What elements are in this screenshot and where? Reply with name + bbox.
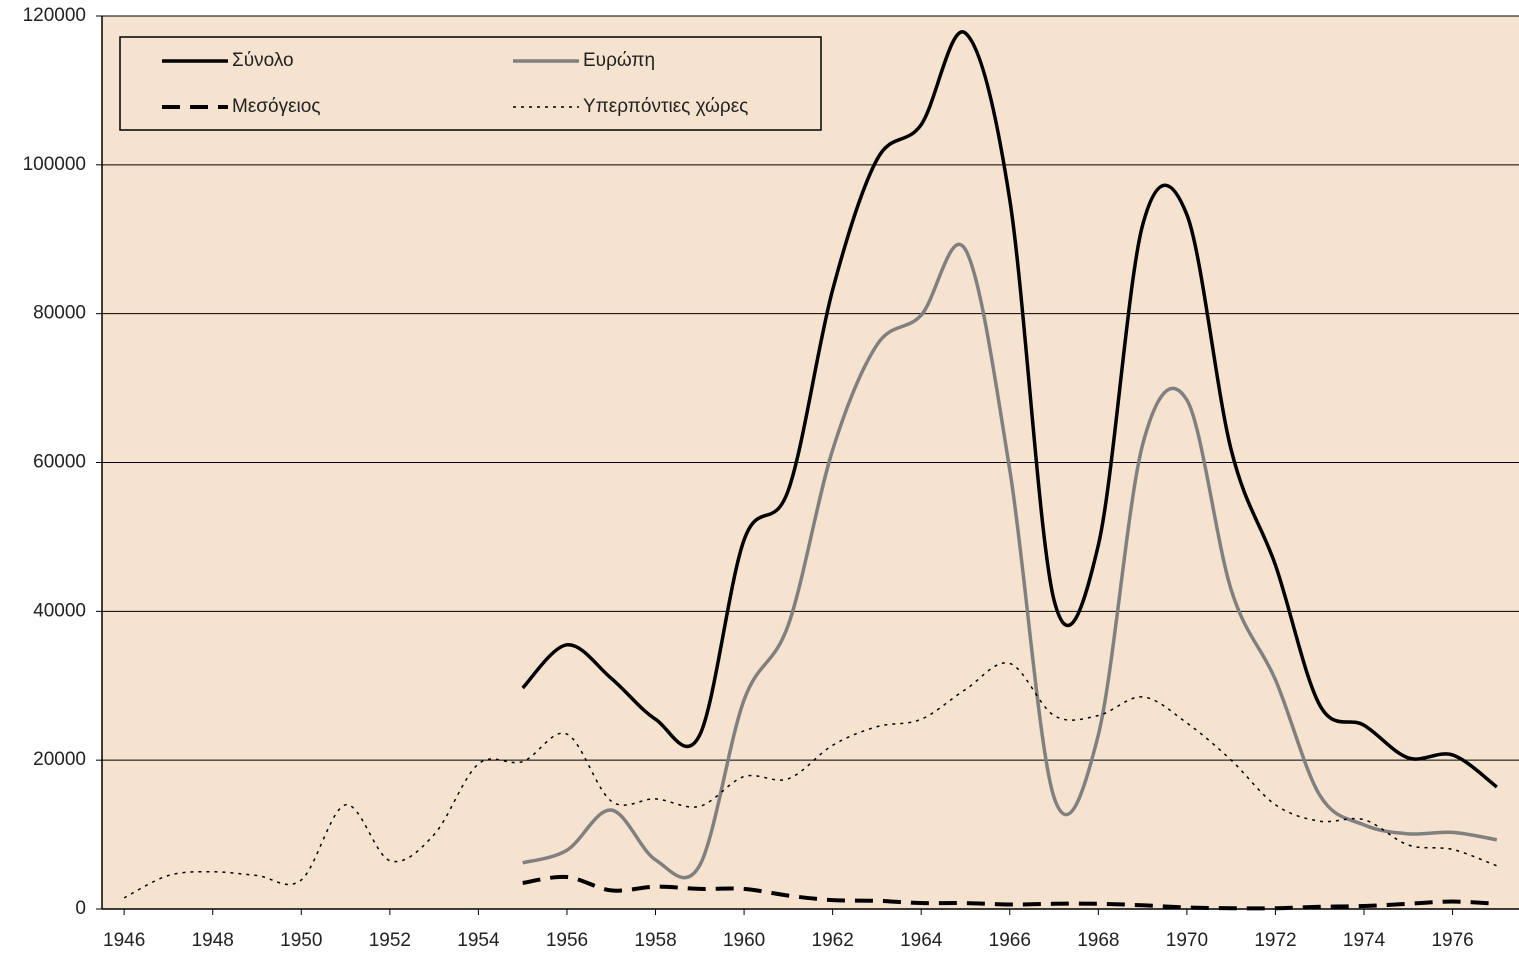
series-line [522, 874, 1497, 911]
x-tick-label: 1958 [634, 930, 676, 951]
x-tick-label: 1964 [900, 930, 943, 951]
x-tick-label: 1974 [1343, 930, 1386, 951]
legend-label: Μεσόγειος [232, 96, 321, 117]
x-tick-label: 1962 [812, 930, 854, 951]
legend-label: Υπερπόντιες χώρες [583, 96, 748, 117]
x-tick-label: 1960 [723, 930, 765, 951]
y-tick-label: 0 [75, 898, 86, 919]
legend-label: Ευρώπη [583, 50, 655, 71]
y-tick-label: 20000 [33, 749, 86, 770]
x-tick-label: 1968 [1077, 930, 1119, 951]
y-tick-label: 100000 [23, 154, 86, 175]
x-tick-label: 1948 [192, 930, 234, 951]
x-tick-label: 1954 [457, 930, 500, 951]
x-tick-label: 1952 [369, 930, 411, 951]
y-tick-label: 120000 [23, 5, 86, 26]
x-tick-label: 1950 [280, 930, 322, 951]
series-line [522, 242, 1498, 880]
y-tick-label: 40000 [33, 600, 86, 621]
y-tick-label: 80000 [33, 303, 86, 324]
x-tick-label: 1970 [1166, 930, 1208, 951]
x-tick-label: 1966 [989, 930, 1031, 951]
y-tick-label: 60000 [33, 452, 86, 473]
x-tick-label: 1946 [103, 930, 145, 951]
legend-box [119, 36, 822, 131]
series-line [521, 30, 1498, 789]
series-line [123, 662, 1498, 899]
x-tick-label: 1972 [1254, 930, 1296, 951]
x-tick-label: 1956 [546, 930, 588, 951]
x-tick-label: 1976 [1431, 930, 1473, 951]
legend-label: Σύνολο [232, 50, 294, 71]
